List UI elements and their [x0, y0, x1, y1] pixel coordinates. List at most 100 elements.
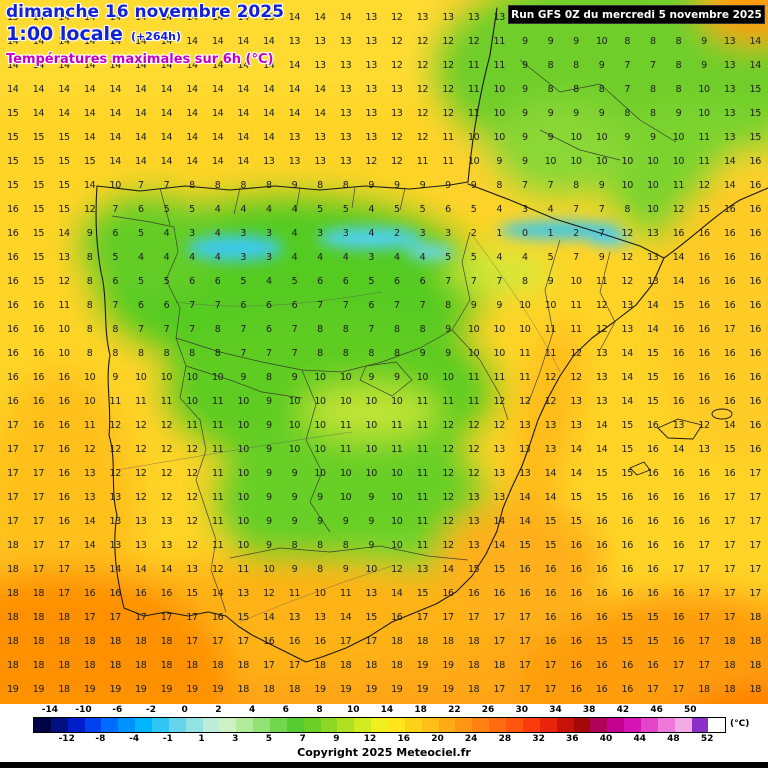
colorbar-segment — [489, 718, 507, 732]
colorbar-tick: -8 — [95, 734, 106, 744]
forecast-header: dimanche 16 novembre 2025 1:00 locale (+… — [6, 2, 284, 67]
river-tajo — [116, 431, 353, 471]
colorbar-segment — [455, 718, 473, 732]
river-duero — [175, 291, 383, 307]
colorbar-segment — [522, 718, 540, 732]
border-layer — [111, 59, 677, 613]
colorbar-tick: 48 — [667, 734, 680, 744]
colorbar-unit: (°C) — [730, 719, 750, 729]
cold-patches — [187, 221, 632, 261]
colorbar-tick: 32 — [532, 734, 545, 744]
bottom-black-strip — [0, 762, 768, 768]
colorbar-tick: -2 — [145, 705, 156, 715]
colorbar-tick: 1 — [198, 734, 205, 744]
colorbar-labels-top: -14 -10 -6 -2 0 2 4 6 8 10 14 18 22 26 30 34 38 42 46 50 — [33, 705, 724, 716]
iberia-coastline — [95, 185, 665, 663]
coastline-layer — [95, 7, 768, 663]
colorbar-segment — [472, 718, 490, 732]
colorbar-tick: 26 — [481, 705, 495, 715]
portugal-spain-border — [111, 215, 227, 613]
copyright: Copyright 2025 Meteociel.fr — [297, 746, 471, 759]
colorbar-tick: -1 — [162, 734, 173, 744]
colorbar-segment — [657, 718, 675, 732]
colorbar-segment — [337, 718, 355, 732]
colorbar-segment — [168, 718, 186, 732]
colorbar-segment — [185, 718, 203, 732]
colorbar-segment — [236, 718, 254, 732]
colorbar-segment — [84, 718, 102, 732]
colorbar-tick: -14 — [41, 705, 58, 715]
colorbar-segment — [691, 718, 709, 732]
colorbar-segment — [421, 718, 439, 732]
colorbar-tick: 52 — [700, 734, 714, 744]
river-ebro — [469, 231, 561, 373]
colorbar-segment — [640, 718, 658, 732]
colorbar-panel: -14 -10 -6 -2 0 2 4 6 8 10 14 18 22 26 30 34 38 42 46 50 -1… — [0, 704, 768, 768]
french-med-coast — [663, 187, 768, 259]
run-info-bar: Run GFS 0Z du mercredi 5 novembre 2025 — [508, 5, 765, 24]
colorbar-segment — [34, 718, 51, 732]
forecast-offset: (+264h) — [130, 30, 182, 43]
colorbar-tick: 36 — [566, 734, 579, 744]
colorbar-tick: 2 — [215, 705, 222, 715]
colorbar-tick: 40 — [599, 734, 613, 744]
colorbar-segment — [354, 718, 372, 732]
river-guadalquivir — [239, 565, 393, 623]
colorbar-segment — [253, 718, 271, 732]
colorbar-tick: 38 — [582, 705, 596, 715]
colorbar-segment — [556, 718, 574, 732]
colorbar-segment — [539, 718, 557, 732]
colorbar-tick: 34 — [549, 705, 562, 715]
colorbar-segment — [50, 718, 68, 732]
colorbar-segment — [270, 718, 287, 732]
colorbar-tick: 4 — [248, 705, 256, 715]
colorbar-tick: 16 — [397, 734, 411, 744]
colorbar-segment — [320, 718, 338, 732]
colorbar-segment — [573, 718, 591, 732]
colorbar-tick: 14 — [380, 705, 394, 715]
colorbar-tick: 8 — [316, 705, 323, 715]
colorbar-tick: 3 — [232, 734, 239, 744]
colorbar-tick: 28 — [498, 734, 512, 744]
colorbar-tick: 0 — [181, 705, 188, 715]
forecast-date: dimanche 16 novembre 2025 — [6, 2, 284, 22]
colorbar-segment — [286, 718, 304, 732]
colorbar-segment — [674, 718, 692, 732]
colorbar-tick: 5 — [265, 734, 273, 744]
colorbar-tick: 6 — [282, 705, 289, 715]
colorbar-segment — [118, 718, 136, 732]
colorbar-tick: 24 — [464, 734, 478, 744]
colorbar-segments — [33, 717, 726, 733]
river-layer — [116, 231, 561, 623]
colorbar-segment — [607, 718, 625, 732]
colorbar-tick: -4 — [129, 734, 140, 744]
colorbar-tick: 10 — [346, 705, 360, 715]
colorbar-segment — [506, 718, 523, 732]
colorbar-tick: -12 — [58, 734, 75, 744]
colorbar-segment — [404, 718, 422, 732]
colorbar-segment — [152, 718, 169, 732]
colorbar-segment — [101, 718, 119, 732]
menorca-outline — [711, 408, 733, 420]
colorbar-tick: 46 — [650, 705, 663, 715]
colorbar-segment — [624, 718, 641, 732]
colorbar-tick: 44 — [633, 734, 646, 744]
colorbar-tick: -6 — [112, 705, 123, 715]
colorbar-tick: 42 — [616, 705, 630, 715]
colorbar-segment — [708, 718, 726, 732]
colorbar-segment — [590, 718, 608, 732]
colorbar-segment — [371, 718, 389, 732]
colorbar-segment — [388, 718, 405, 732]
colorbar-labels-bottom: -12 -8 -4 -1 1 3 5 7 9 12 16 20 24 28 32 36 40 44 48 52 — [33, 734, 724, 745]
colorbar-tick: 12 — [363, 734, 377, 744]
colorbar-tick: 7 — [299, 734, 306, 744]
colorbar-tick: 30 — [515, 705, 529, 715]
colorbar-segment — [438, 718, 456, 732]
north-coast — [96, 181, 469, 192]
colorbar-segment — [135, 718, 153, 732]
colorbar-segment — [202, 718, 220, 732]
french-atlantic-coast — [467, 7, 498, 183]
colorbar-tick: 9 — [333, 734, 340, 744]
